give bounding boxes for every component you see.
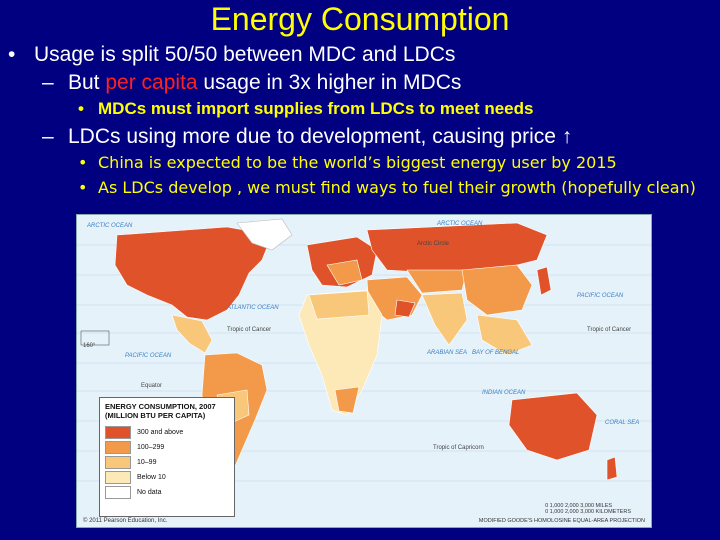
new-zealand-region	[606, 456, 618, 481]
scale-miles: 0 1,000 2,000 3,000 MILES	[545, 503, 613, 509]
south-africa-region	[334, 386, 360, 414]
bullet-text: LDCs using more due to development, caus…	[68, 125, 556, 148]
africa-region	[298, 289, 383, 416]
bullet-text: As LDCs develop , we must find ways to f…	[98, 178, 696, 197]
china-region	[461, 264, 533, 316]
bullet-text: Usage is split 50/50 between MDC and LDC…	[34, 43, 456, 66]
bullet-marker: •	[78, 178, 88, 197]
highlight-per-capita: per capita	[105, 71, 198, 94]
legend-label: 300 and above	[137, 429, 184, 436]
slide-title: Energy Consumption	[210, 1, 510, 37]
greenland-region	[236, 218, 293, 251]
bullet-text-pre: But	[68, 71, 106, 94]
legend-row: No data	[105, 485, 229, 500]
japan-region	[536, 266, 552, 296]
bullet-text-post: usage in 3x higher in MDCs	[197, 71, 462, 94]
map-scale: 0 1,000 2,000 3,000 MILES 0 1,000 2,000 …	[545, 503, 631, 515]
inset-label: 160°	[83, 343, 96, 349]
projection-text: MODIFIED GOODE'S HOMOLOSINE EQUAL-AREA P…	[478, 518, 645, 524]
arabian-sea-label: ARABIAN SEA	[427, 350, 468, 356]
tropic-cancer-label-right: Tropic of Cancer	[587, 327, 632, 333]
arctic-ocean-label-left: ARCTIC OCEAN	[87, 223, 133, 229]
inset-box	[80, 330, 110, 346]
coral-sea-label: CORAL SEA	[605, 420, 640, 426]
australia-region	[508, 392, 598, 461]
tropic-cancer-label-left: Tropic of Cancer	[227, 327, 272, 333]
bullet-text: MDCs must import supplies from LDCs to m…	[98, 99, 534, 118]
legend-row: 300 and above	[105, 425, 229, 440]
central-asia-region	[406, 269, 468, 294]
dash-marker: –	[42, 125, 54, 148]
southeast-asia-region	[476, 314, 533, 356]
legend-title: ENERGY CONSUMPTION, 2007 (MILLION BTU PE…	[105, 402, 216, 420]
map-legend: ENERGY CONSUMPTION, 2007 (MILLION BTU PE…	[99, 397, 235, 517]
bullet-text: China is expected to be the world’s bigg…	[98, 153, 617, 172]
north-africa-region	[308, 290, 370, 320]
tropic-capricorn-label: Tropic of Capricorn	[433, 445, 484, 451]
copyright-text: © 2011 Pearson Education, Inc.	[83, 518, 168, 524]
bullet-ldc-development: – LDCs using more due to development, cau…	[42, 124, 572, 150]
bullet-marker: •	[78, 153, 88, 172]
equator-label: Equator	[141, 383, 163, 389]
bullet-marker: •	[8, 43, 16, 66]
legend-swatch	[105, 456, 131, 469]
legend-swatch	[105, 426, 131, 439]
bullet-fuel-growth: • As LDCs develop , we must find ways to …	[78, 178, 696, 198]
bullet-marker: •	[78, 99, 84, 118]
atlantic-ocean-label: ATLANTIC OCEAN	[227, 305, 279, 311]
bullet-per-capita: – But per capita usage in 3x higher in MD…	[42, 70, 461, 96]
legend-swatch	[105, 471, 131, 484]
pacific-ocean-label-right: PACIFIC OCEAN	[577, 293, 624, 299]
legend-label: Below 10	[137, 474, 166, 481]
scale-km: 0 1,000 2,000 3,000 KILOMETERS	[545, 509, 631, 515]
legend-label: 100–299	[137, 444, 165, 451]
legend-row: Below 10	[105, 470, 229, 485]
indian-ocean-label: INDIAN OCEAN	[482, 390, 526, 396]
mexico-region	[171, 314, 213, 354]
legend-swatch	[105, 486, 131, 499]
europe-south	[326, 259, 363, 286]
world-energy-map: ARCTIC OCEAN ARCTIC OCEAN ATLANTIC OCEAN…	[76, 214, 652, 528]
legend-row: 10–99	[105, 455, 229, 470]
gulf-states-region	[394, 299, 416, 318]
bay-of-bengal-label: BAY OF BENGAL	[472, 350, 520, 356]
arctic-circle-label: Arctic Circle	[417, 241, 450, 247]
dash-marker: –	[42, 71, 54, 94]
arctic-ocean-label-right: ARCTIC OCEAN	[437, 221, 483, 227]
legend-row: 100–299	[105, 440, 229, 455]
pacific-ocean-label-left: PACIFIC OCEAN	[125, 353, 172, 359]
bullet-mdc-import: • MDCs must import supplies from LDCs to …	[78, 98, 533, 120]
legend-label: 10–99	[137, 459, 157, 466]
bullet-usage-split: • Usage is split 50/50 between MDC and LD…	[8, 42, 455, 68]
legend-swatch	[105, 441, 131, 454]
bullet-china: • China is expected to be the world’s big…	[78, 153, 617, 173]
india-region	[421, 292, 468, 346]
arrow-up-icon: ↑	[561, 125, 573, 148]
legend-label: No data	[137, 489, 162, 496]
